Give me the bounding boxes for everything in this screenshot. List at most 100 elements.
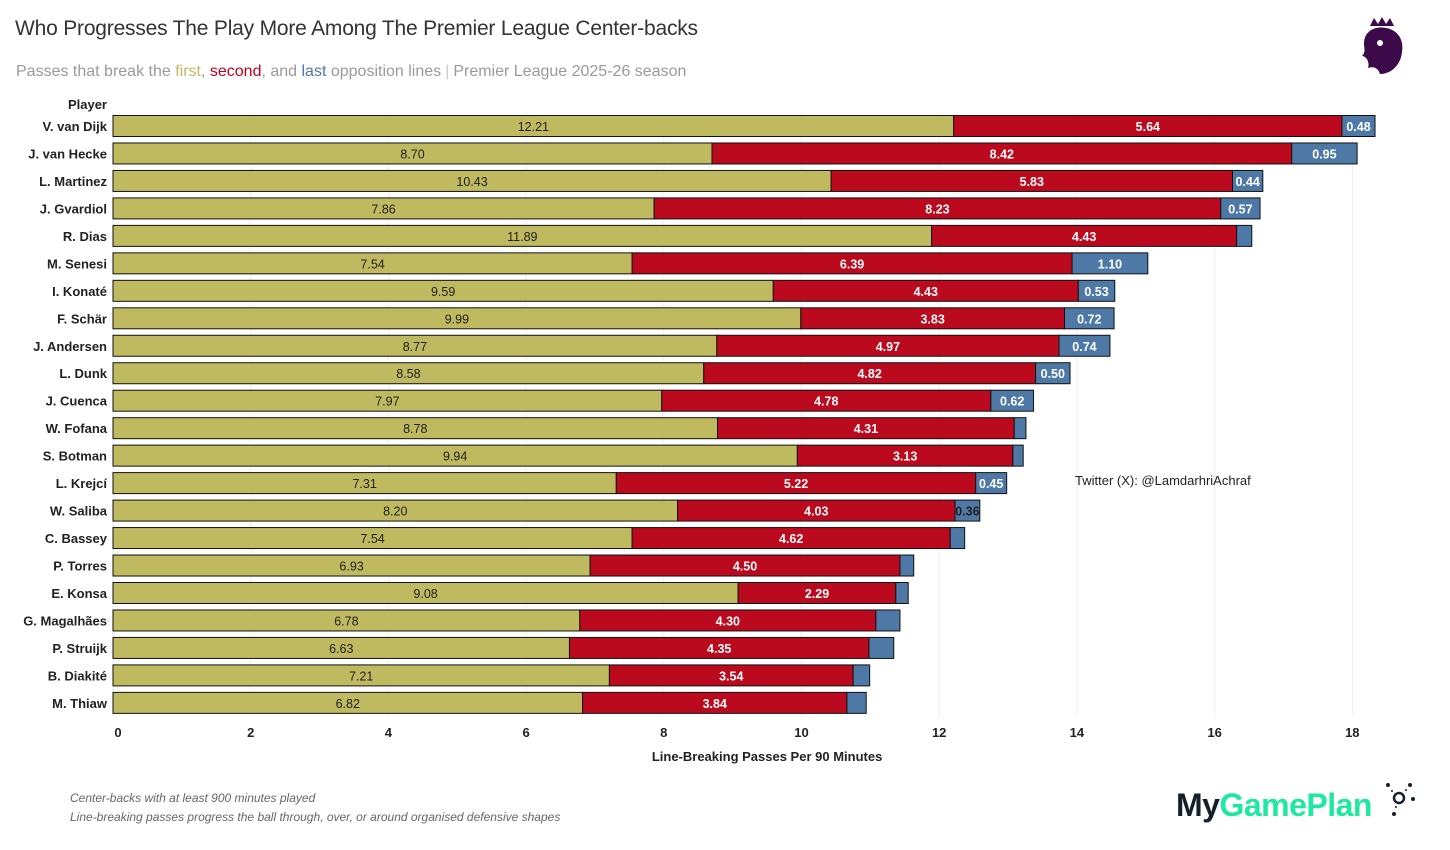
subtitle-separator: | [445,63,450,80]
bar-value-first: 8.58 [396,367,420,381]
x-tick-label: 12 [932,725,946,740]
player-label: C. Bassey [45,531,108,546]
player-label: G. Magalhães [23,613,107,628]
bar-value-last: 0.36 [955,505,979,519]
bar-value-first: 6.78 [334,614,358,628]
bar-value-second: 3.13 [893,450,917,464]
player-label: J. van Hecke [28,146,107,161]
bar-last [875,609,901,632]
bar-value-second: 5.83 [1020,175,1044,189]
chart-title: Who Progresses The Play More Among The P… [15,17,698,40]
subtitle-comma: , [200,63,210,80]
mygameplan-logo: MyGamePlan [1176,787,1372,824]
bar-last [1291,142,1358,165]
bar-value-second: 3.83 [920,312,944,326]
subtitle-second: second [209,63,262,80]
bar-value-second: 8.42 [990,147,1014,161]
x-tick-label: 16 [1207,725,1221,740]
bar-last [1035,362,1071,385]
bar-value-second: 3.84 [703,697,727,711]
player-label: I. Konaté [52,284,107,299]
bar-last [1012,444,1024,467]
bar-value-first: 6.93 [339,560,363,574]
bar-last [1013,417,1027,440]
bar-last [949,527,966,550]
subtitle-mid: , and [261,63,302,80]
premier-league-lion-icon [1362,17,1403,74]
bar-last [1220,197,1261,220]
bar-value-first: 8.77 [403,340,427,354]
player-label: M. Thiaw [52,696,108,711]
bar-value-second: 4.50 [733,560,757,574]
player-label: M. Senesi [47,256,107,271]
bar-value-second: 4.43 [914,285,938,299]
bar-value-last: 0.48 [1346,120,1370,134]
bar-last [1236,224,1253,247]
bar-value-first: 7.54 [360,257,384,271]
player-label: J. Andersen [33,339,107,354]
bar-last [895,581,909,604]
bar-value-first: 8.20 [383,505,407,519]
bar-value-first: 7.21 [349,669,373,683]
player-label: L. Dunk [59,366,107,381]
bar-value-second: 5.22 [784,477,808,491]
chart-subtitle: Passes that break the first, second, and… [16,63,686,81]
bar-value-first: 7.86 [371,202,395,216]
player-label: S. Botman [43,449,107,464]
bar-value-second: 4.31 [854,422,878,436]
bar-value-first: 8.70 [400,147,424,161]
x-tick-label: 8 [660,725,667,740]
player-label: E. Konsa [51,586,107,601]
bar-value-last: 0.45 [979,477,1003,491]
player-label: P. Torres [53,559,107,574]
bar-value-last: 0.62 [1000,395,1024,409]
x-tick-label: 10 [794,725,808,740]
bar-value-second: 6.39 [840,257,864,271]
footnote-1: Center-backs with at least 900 minutes p… [70,791,316,805]
bar-value-first: 9.94 [443,450,467,464]
bar-value-first: 6.82 [336,697,360,711]
bar-value-last: 0.72 [1077,312,1101,326]
bar-value-first: 9.08 [413,587,437,601]
bar-last [846,691,867,714]
twitter-handle: Twitter (X): @LamdarhriAchraf [1075,473,1251,488]
bar-last [1058,334,1111,357]
player-label: B. Diakité [48,668,107,683]
player-label: L. Martinez [39,174,107,189]
footnote-2: Line-breaking passes progress the ball t… [70,810,561,824]
bar-value-first: 12.21 [518,120,549,134]
brand-my: My [1176,787,1220,823]
bar-last [1077,279,1116,302]
bar-value-second: 4.03 [804,505,828,519]
bar-last [868,636,895,659]
bar-value-second: 3.54 [719,669,743,683]
bar-last [1064,307,1115,330]
player-label: L. Krejcí [56,476,108,491]
x-axis-label: Line-Breaking Passes Per 90 Minutes [652,749,882,764]
bar-last [899,554,915,577]
subtitle-first: first [175,63,201,80]
bar-value-second: 5.64 [1136,120,1160,134]
player-label: V. van Dijk [42,119,107,134]
x-tick-label: 6 [522,725,529,740]
bar-last [1341,115,1376,137]
bar-value-last: 0.74 [1072,340,1096,354]
subtitle-season: Premier League 2025-26 season [453,63,687,80]
bar-value-second: 2.29 [805,587,829,601]
bar-value-first: 7.97 [375,395,399,409]
bar-value-first: 11.89 [507,230,537,244]
bar-value-last: 0.57 [1228,202,1252,216]
player-label: W. Fofana [46,421,108,436]
bar-last [852,664,871,687]
x-tick-label: 14 [1070,725,1085,740]
player-label: R. Dias [63,229,107,244]
mygameplan-network-icon [1386,783,1415,816]
bar-value-second: 4.62 [779,532,803,546]
bar-value-last: 0.44 [1235,175,1259,189]
player-label: P. Struijk [52,641,107,656]
bar-value-first: 10.43 [456,175,487,189]
bar-value-second: 4.78 [814,395,838,409]
bar-last [1232,169,1264,192]
